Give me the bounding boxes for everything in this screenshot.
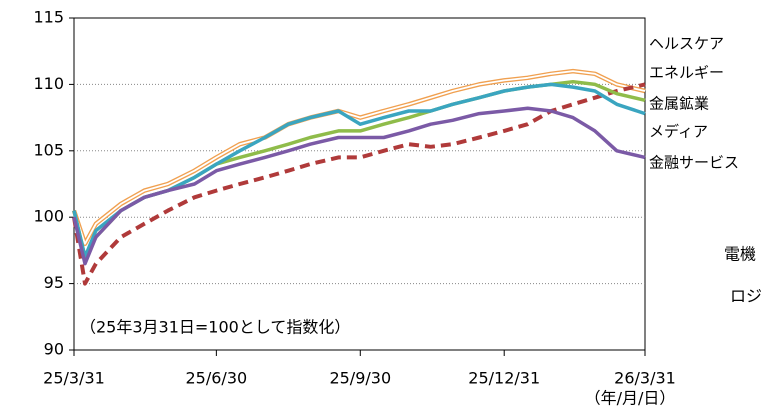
y-tick-label: 90 <box>44 340 64 359</box>
x-tick-label: 25/9/30 <box>329 369 391 388</box>
legend-label: メディア <box>649 123 708 141</box>
legend-label: 金融サービス <box>649 154 739 172</box>
y-tick-label: 110 <box>33 74 64 93</box>
legend-label: ヘルスケア <box>649 35 724 53</box>
series-line <box>71 68 646 247</box>
annotation: （25年3月31日=100として指数化） <box>80 318 350 337</box>
x-tick-label: 25/6/30 <box>186 369 248 388</box>
series-line <box>72 106 646 266</box>
y-tick-label: 105 <box>33 140 64 159</box>
series-line <box>72 79 646 259</box>
x-tick-label: 26/3/31 <box>614 369 676 388</box>
x-tick-label: 25/3/31 <box>43 369 105 388</box>
y-tick-label: 95 <box>44 273 64 292</box>
series-line <box>72 82 646 259</box>
annotation: 電機 <box>724 245 756 264</box>
x-tick-label: 25/12/31 <box>468 369 540 388</box>
annotation: ロジ <box>730 287 761 306</box>
y-tick-label: 115 <box>33 8 64 27</box>
legend-label: エネルギー <box>649 64 724 82</box>
series-line-inner <box>73 70 646 245</box>
legend-label: 金属鉱業 <box>649 95 709 113</box>
plot-frame <box>73 17 646 351</box>
series-line <box>72 82 646 286</box>
x-unit: （年/月/日） <box>585 389 676 408</box>
y-tick-label: 100 <box>33 207 64 226</box>
